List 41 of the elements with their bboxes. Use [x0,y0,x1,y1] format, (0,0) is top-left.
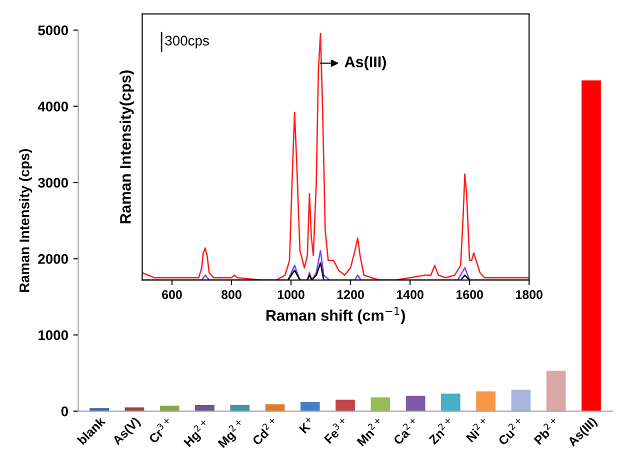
bar [300,402,320,412]
x-tick-label: 800 [221,290,242,300]
x-tick-label: Cu$^{2+}$ [496,416,526,446]
bar [230,405,250,412]
x-tick-label: Mn$^{2+}$ [354,416,385,446]
x-tick-label: 600 [162,290,182,300]
y-tick-label: 3000 [38,178,68,188]
bar [582,80,601,412]
x-tick-label: Ni$^{2+}$ [464,416,490,443]
y-tick-label: 2000 [38,254,68,264]
bar [336,400,355,412]
y-tick-label: 5000 [38,25,68,36]
x-tick-label: 1400 [396,290,424,300]
bar [370,397,390,412]
x-tick-label: 1200 [337,290,364,300]
bar [546,370,566,412]
x-tick-label: Zn$^{2+}$ [426,416,455,445]
bar [195,405,214,412]
x-tick-label: 1800 [516,290,542,300]
bar [441,394,460,412]
x-tick-label: Cr$^{3+}$ [146,416,174,444]
y-tick-label: 1000 [38,330,68,340]
y-tick-label: 4000 [38,102,68,112]
y-tick-label: 0 [61,406,68,416]
x-tick-label: Cd$^{2+}$ [250,416,280,446]
x-tick-label: Fe$^{3+}$ [322,416,350,444]
x-tick-label: 1600 [456,290,483,300]
annotation: 300cps [165,36,209,48]
x-tick-label: Pb$^{2+}$ [532,416,560,445]
y-axis-title: Raman Intensity (cps) [19,149,32,292]
x-tick-label: Hg$^{2+}$ [182,418,212,449]
x-axis-title: Raman shift (cm$^{−1}$) [266,307,405,324]
bar [511,390,531,412]
x-tick-label: 1000 [278,290,304,300]
x-tick-label: K$^{+}$ [298,416,316,434]
x-tick-label: Ca$^{2+}$ [391,416,420,446]
y-axis-title: Raman Intensity(cps) [120,70,134,224]
bar [406,396,426,412]
x-tick-label: Mg$^{2+}$ [216,418,248,450]
annotation: As(III) [344,56,386,70]
bar [476,391,496,412]
